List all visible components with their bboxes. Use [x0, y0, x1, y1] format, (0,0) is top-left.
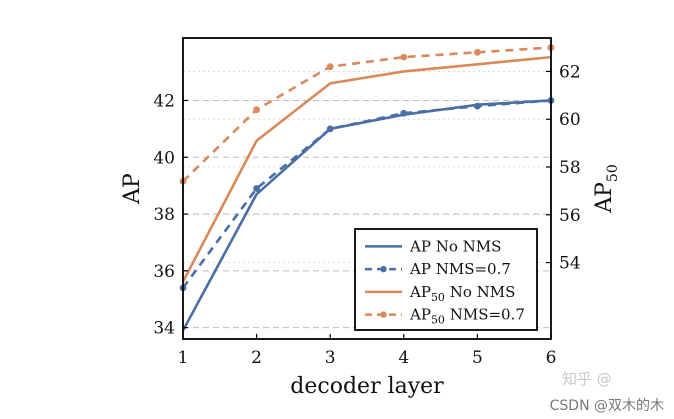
y-tick-label-right: 62 — [559, 62, 581, 82]
legend-label-3: AP50 No NMS — [409, 283, 515, 304]
x-tick-label: 2 — [251, 348, 262, 368]
series-2-point — [400, 109, 408, 117]
series-2-point — [326, 125, 334, 133]
series-line-3 — [181, 55, 552, 283]
y-tick-label-right: 60 — [559, 110, 581, 130]
x-tick-label: 5 — [472, 348, 483, 368]
legend-label-1: AP No NMS — [409, 237, 501, 255]
y-tick-label-left: 34 — [153, 319, 175, 339]
legend-marker-4 — [380, 311, 387, 318]
y-tick-label-right: 56 — [559, 206, 581, 226]
y-tick-label-left: 36 — [153, 262, 175, 282]
series-2-point — [474, 102, 481, 110]
series-4-point — [253, 106, 260, 114]
y-tick-label-left: 38 — [153, 205, 175, 225]
plot-area-frame — [182, 37, 552, 340]
y-axis-label-left: AP — [120, 173, 145, 205]
legend-label-2: AP NMS=0.7 — [409, 260, 511, 278]
y-tick-label-left: 40 — [153, 148, 175, 168]
x-axis-label: decoder layer — [290, 374, 444, 399]
x-tick-label: 4 — [398, 348, 409, 368]
x-tick-label: 3 — [325, 348, 336, 368]
y-tick-label-left: 42 — [153, 91, 175, 111]
y-tick-label-right: 58 — [559, 158, 581, 178]
series-layer — [179, 44, 555, 332]
y-axis-label-right: AP50 — [592, 164, 621, 214]
watermark-zhihu: 知乎 @ — [562, 370, 612, 388]
series-2-point — [253, 185, 260, 192]
x-tick-label: 1 — [178, 348, 189, 368]
x-tick-label: 6 — [546, 348, 557, 368]
series-line-4 — [182, 46, 552, 183]
y-axis-label-right-sub: 50 — [605, 164, 621, 182]
watermark-csdn: CSDN @双木的木 — [550, 398, 664, 414]
y-tick-label-right: 54 — [559, 254, 581, 274]
y-axis-label-right-base: AP — [592, 182, 617, 214]
legend-label-4: AP50 NMS=0.7 — [409, 306, 525, 327]
series-4-point — [326, 63, 334, 71]
series-line-2 — [181, 99, 552, 289]
series-4-point — [474, 48, 481, 56]
series-4-point — [400, 53, 408, 61]
legend-marker-2 — [380, 265, 387, 273]
